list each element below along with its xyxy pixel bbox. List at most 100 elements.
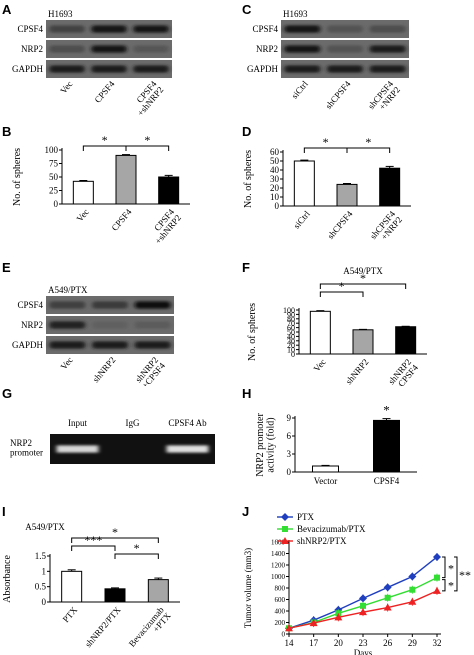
panel-label-f: F	[242, 260, 250, 275]
y-tick-label: 6	[287, 431, 292, 441]
x-tick-label: 32	[433, 638, 442, 648]
lane-label: Vec	[58, 79, 74, 96]
y-tick-label: 600	[275, 596, 286, 604]
significance-bracket	[442, 579, 446, 592]
y-tick-label: 0	[291, 350, 295, 359]
x-tick-label: CPSF4	[109, 206, 133, 232]
panel-label-b: B	[2, 124, 12, 139]
blot-row-label: CPSF4	[17, 300, 43, 310]
significance-bracket	[125, 145, 170, 151]
bar	[147, 579, 169, 603]
y-tick-label: 40	[270, 165, 280, 175]
lane-label: CPSF4	[92, 78, 116, 104]
western-blot-c: H1693 CPSF4 NRP2 GAPDH siCtrl shCPSF4 shCPSF4+…	[247, 9, 409, 116]
x-tick-label: shNRP2+CPSF4	[386, 356, 421, 386]
gel-row-label-line: NRP2	[10, 438, 32, 448]
significance-star: *	[339, 279, 345, 293]
significance-bracket	[114, 553, 159, 559]
significance-bracket	[319, 291, 364, 297]
gel-band	[56, 445, 99, 453]
marker-diamond	[433, 552, 441, 561]
blot-row-label: GAPDH	[12, 64, 44, 74]
x-tick-label: shCPSF4	[325, 208, 355, 240]
y-tick-label: 60	[287, 324, 295, 333]
x-tick-label: 20	[334, 638, 344, 648]
marker-square	[335, 610, 342, 617]
panel-label-e: E	[2, 260, 11, 275]
bar	[352, 329, 374, 355]
bar	[379, 167, 401, 207]
bar	[336, 183, 358, 207]
marker-diamond	[359, 594, 367, 603]
panel-label-h: H	[242, 386, 252, 401]
marker-diamond	[408, 572, 417, 581]
blot-band	[49, 45, 85, 53]
y-tick-label: 100	[45, 145, 59, 155]
x-tick-label: CPSF4	[374, 476, 400, 486]
y-tick-label: 1000	[271, 573, 286, 581]
blot-band	[327, 45, 363, 53]
x-tick-label: 26	[383, 638, 393, 648]
marker-square	[409, 586, 416, 593]
significance-star: *	[365, 135, 371, 149]
blot-band	[369, 25, 406, 33]
blot-band	[92, 341, 128, 349]
blot-band	[91, 45, 127, 53]
blot-band	[134, 341, 171, 349]
y-tick-label: 50	[270, 156, 280, 166]
y-tick-label: 800	[275, 585, 286, 593]
significance-star: *	[134, 541, 140, 555]
y-tick-label: 9	[287, 413, 292, 423]
y-tick-label: 400	[275, 608, 286, 616]
blot-band	[284, 45, 321, 53]
y-tick-label: 1200	[271, 562, 286, 570]
blot-band	[49, 65, 85, 73]
x-tick-label: 17	[309, 638, 319, 648]
cell-line-label: H1693	[48, 9, 73, 19]
blot-row-label: NRP2	[21, 320, 43, 330]
y-tick-label: 1	[42, 566, 47, 576]
x-axis-label: Days	[354, 648, 373, 655]
bar	[158, 176, 180, 205]
x-tick-label: PTX	[61, 604, 80, 624]
blot-band	[49, 341, 86, 349]
gel-band	[166, 445, 209, 453]
bar	[72, 180, 94, 205]
blot-band	[92, 301, 128, 309]
blot-row-label: GAPDH	[12, 340, 44, 350]
bar	[373, 419, 400, 473]
blot-row-label: NRP2	[256, 44, 278, 54]
lane-label: shCPSF4+NRP2	[366, 78, 402, 116]
y-tick-label: 100	[283, 306, 295, 315]
y-axis-label: No. of spheres	[243, 150, 254, 208]
significance-star: *	[323, 135, 329, 149]
y-tick-label: 80	[287, 315, 295, 324]
significance-bracket	[346, 147, 391, 153]
bar-chart-b: 0 25 50 75 100 No. of spheres Vec CPSF4 CPSF4+sh…	[12, 133, 190, 246]
cell-line-label: A549/PTX	[48, 285, 88, 295]
x-tick-label: shCPSF4+NRP2	[368, 208, 404, 246]
blot-band	[91, 25, 127, 33]
blot-band	[327, 65, 363, 73]
marker-square	[384, 594, 391, 601]
gel-column-label: CPSF4 Ab	[168, 418, 207, 428]
y-tick-label: 50	[287, 328, 295, 337]
x-tick-label: 23	[359, 638, 369, 648]
panel-label-d: D	[242, 124, 252, 139]
bar-chart-h: 0 3 6 9 NRP2 promoteractivity (fold) Vector CP…	[255, 403, 417, 486]
blot-band	[327, 25, 363, 33]
blot-band	[49, 25, 85, 33]
x-tick-label: Vec	[312, 357, 328, 374]
blot-band	[284, 25, 321, 33]
significance-star: *	[448, 561, 454, 575]
western-blot-e: A549/PTX CPSF4 NRP2 GAPDH Vec shNRP2 shNRP2+CP…	[12, 285, 174, 386]
marker-triangle	[383, 603, 392, 611]
significance-star: *	[360, 271, 366, 285]
significance-star: *	[448, 578, 454, 592]
x-tick-label: shNRP2/PTX	[83, 604, 123, 649]
marker-triangle	[281, 537, 289, 544]
panel-label-i: I	[2, 504, 6, 519]
chart-title: A549/PTX	[25, 522, 65, 532]
